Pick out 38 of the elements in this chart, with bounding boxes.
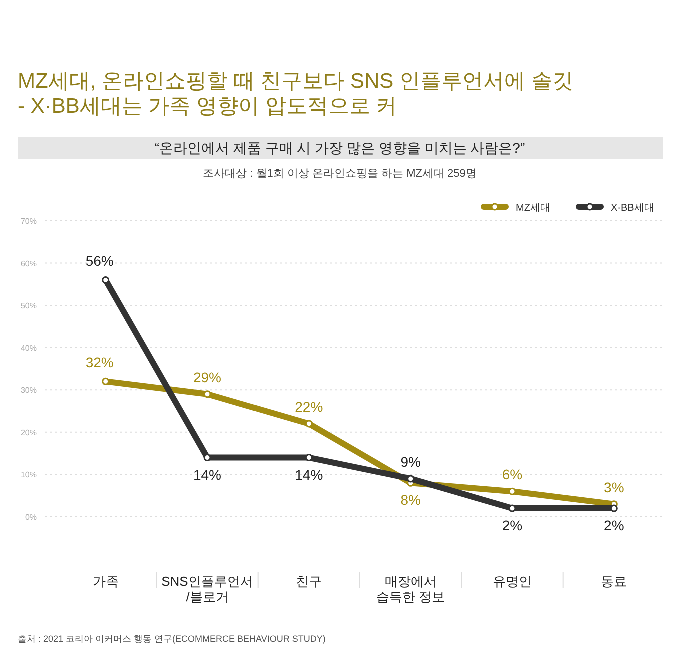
data-label: 14% xyxy=(295,466,324,483)
data-label: 2% xyxy=(502,518,523,534)
y-tick-label: 60% xyxy=(20,259,37,268)
point xyxy=(102,378,110,386)
y-tick-label: 40% xyxy=(20,344,37,353)
data-label: 2% xyxy=(604,518,624,534)
point xyxy=(102,276,110,284)
data-label: 56% xyxy=(86,253,114,270)
point xyxy=(204,390,212,398)
y-tick-label: 50% xyxy=(20,302,37,311)
data-label: 3% xyxy=(604,479,624,496)
x-tick-label: 가족 xyxy=(92,574,119,589)
data-label: 22% xyxy=(295,398,324,415)
data-label: 8% xyxy=(400,492,421,508)
chart-subtitle: “온라인에서 제품 구매 시 가장 많은 영향을 미치는 사람은?” xyxy=(154,140,526,156)
y-tick-label: 30% xyxy=(20,386,37,396)
text: 조사대상 : 월1회 이상 온라인쇼핑을 하는 MZ세대 259명 xyxy=(203,168,477,180)
chart-title: MZ세대, 온라인쇼핑할 때 친구보다 SNS 인플루언서에 솔깃 - X·BB세대는 가족 영향이 압도적으로 커 xyxy=(18,70,574,118)
x-tick-label: 동료 xyxy=(601,574,628,589)
legend-label: X·BB세대 xyxy=(611,203,654,214)
data-label: 6% xyxy=(502,466,523,483)
data-label: 9% xyxy=(400,454,421,470)
legend-label: MZ세대 xyxy=(516,203,550,214)
point xyxy=(508,488,516,496)
data-label: 29% xyxy=(193,369,222,386)
point xyxy=(407,475,415,483)
y-tick-label: 0% xyxy=(25,513,37,522)
y-tick-label: 70% xyxy=(20,217,37,226)
x-tick-label: 친구 xyxy=(296,574,322,589)
point xyxy=(305,420,313,428)
data-label: 14% xyxy=(193,466,222,483)
x-tick-label: 매장에서 습득한 정보 xyxy=(376,574,446,605)
data-label: 32% xyxy=(86,354,114,371)
x-tick-label: 유명인 xyxy=(493,574,532,589)
y-tick-label: 20% xyxy=(20,428,37,438)
y-tick-label: 10% xyxy=(20,470,37,480)
source-note: 출처 : 2021 코리아 이커머스 행동 연구(ECOMMERCE BEHAVIOUR STUDY) xyxy=(18,634,326,644)
x-tick-label: SNS인플루언서 /블로거 xyxy=(162,574,254,605)
